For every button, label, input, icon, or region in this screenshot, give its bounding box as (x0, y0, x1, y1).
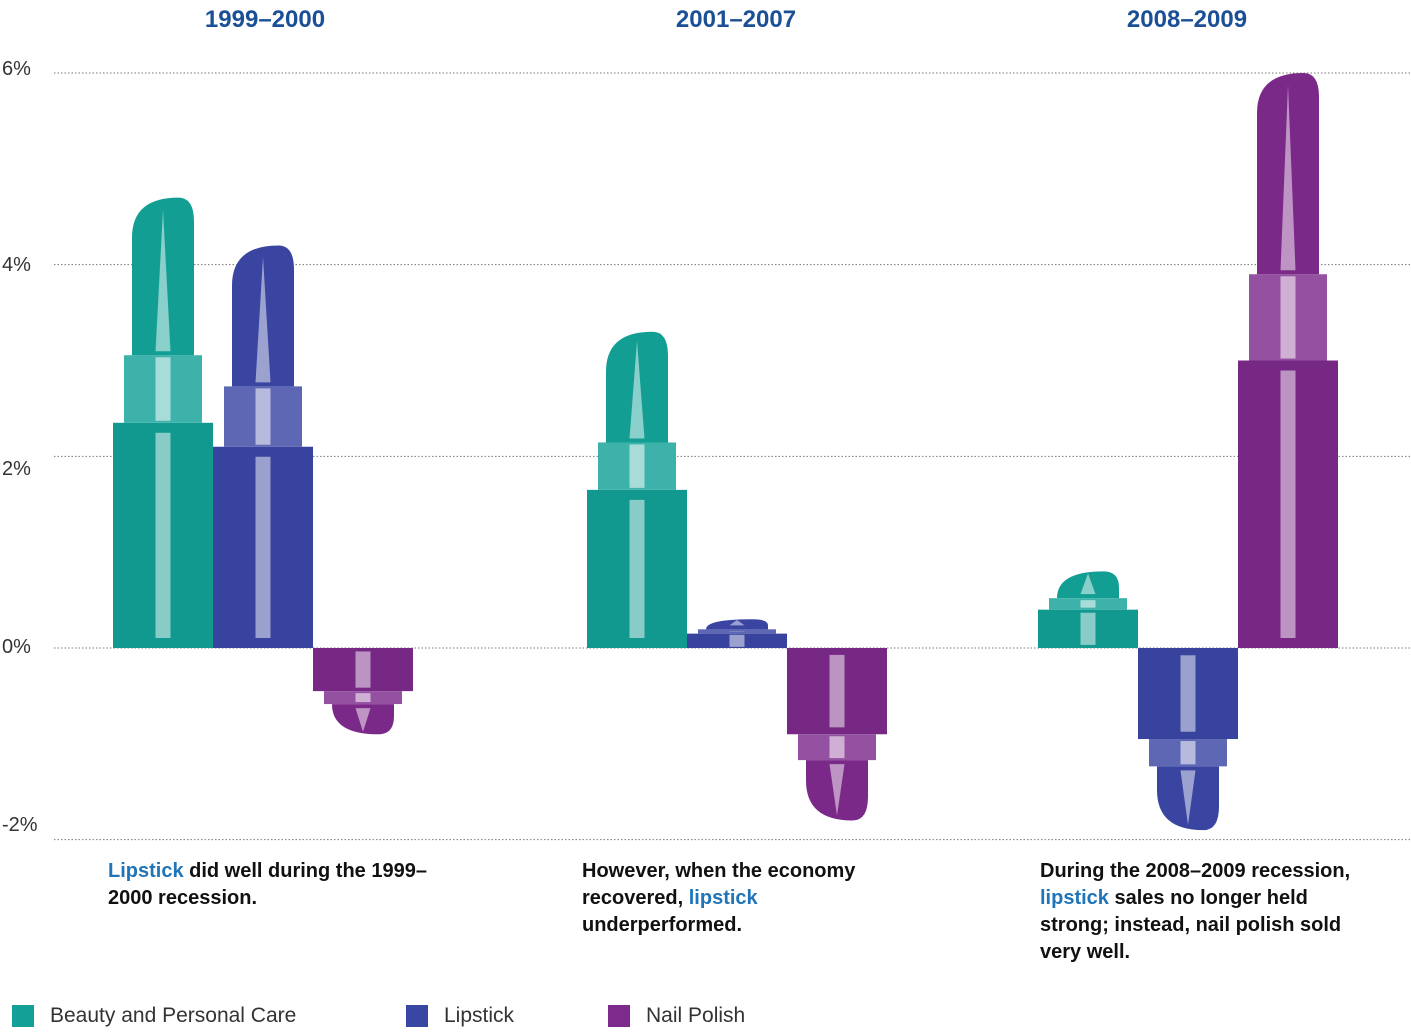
caption-2008-2009: During the 2008–2009 recession, lipstick… (1040, 858, 1370, 966)
legend-swatch (406, 1005, 428, 1027)
highlight-stripe (629, 444, 645, 488)
legend-item-lipstick: Lipstick (406, 1003, 514, 1029)
caption-highlight: lipstick (1040, 887, 1109, 909)
highlight-stripe (829, 764, 845, 816)
highlight-stripe (1180, 741, 1196, 765)
caption-text: sales no longer held strong; instead, na… (1040, 887, 1342, 963)
caption-text: underperformed. (582, 914, 743, 936)
highlight-stripe (1280, 276, 1296, 359)
highlight-stripe (829, 654, 845, 728)
lipstick-bar (687, 619, 787, 648)
highlight-stripe (629, 340, 645, 439)
legend-swatch (608, 1005, 630, 1027)
highlight-stripe (355, 708, 371, 732)
lipstick-bar (787, 648, 887, 821)
highlight-stripe (155, 432, 171, 638)
highlight-stripe (1280, 85, 1296, 271)
highlight-stripe (1280, 370, 1296, 638)
lipstick-bar (213, 245, 313, 648)
legend-label: Nail Polish (646, 1004, 746, 1027)
highlight-stripe (729, 634, 745, 647)
lipstick-bar (313, 648, 413, 735)
legend-item-nail-polish: Nail Polish (608, 1003, 745, 1029)
y-tick-4: 4% (2, 254, 31, 276)
lipstick-bar (1238, 73, 1338, 648)
highlight-stripe (1180, 655, 1196, 732)
highlight-stripe (1180, 770, 1196, 825)
lipstick-bar (1138, 648, 1238, 831)
lipstick-bar (1038, 571, 1138, 648)
lipstick-bar (587, 331, 687, 648)
legend-label: Lipstick (444, 1004, 515, 1027)
lipstick-chart (54, 72, 1411, 841)
highlight-stripe (729, 620, 745, 626)
caption-1999-2000: Lipstick did well during the 1999–2000 r… (108, 858, 438, 912)
legend-item-beauty: Beauty and Personal Care (12, 1003, 296, 1029)
highlight-stripe (1080, 600, 1096, 608)
highlight-stripe (155, 357, 171, 421)
y-tick-6: 6% (2, 58, 31, 80)
highlight-stripe (155, 209, 171, 352)
period-title-2001-2007: 2001–2007 (675, 6, 797, 33)
period-title-2008-2009: 2008–2009 (1126, 6, 1248, 33)
period-title-1999-2000: 1999–2000 (204, 6, 326, 33)
caption-text: However, when the economy recovered, (582, 860, 856, 909)
caption-2001-2007: However, when the economy recovered, lip… (582, 858, 922, 939)
highlight-stripe (255, 456, 271, 638)
caption-text: did well during the 1999–2000 recession. (108, 860, 427, 909)
legend-label: Beauty and Personal Care (50, 1004, 297, 1027)
y-tick-0: 0% (2, 636, 31, 658)
highlight-stripe (255, 388, 271, 445)
highlight-stripe (1080, 612, 1096, 645)
y-tick-neg2: -2% (2, 814, 38, 836)
caption-highlight: lipstick (688, 887, 758, 909)
legend: Beauty and Personal Care Lipstick Nail P… (0, 1003, 1411, 1033)
y-tick-2: 2% (2, 458, 31, 480)
caption-highlight: Lipstick (108, 860, 184, 882)
legend-swatch (12, 1005, 34, 1027)
caption-text: During the 2008–2009 recession, (1040, 860, 1351, 882)
lipstick-bar (113, 197, 213, 648)
highlight-stripe (829, 736, 845, 759)
highlight-stripe (1080, 573, 1096, 595)
highlight-stripe (629, 499, 645, 638)
highlight-stripe (355, 693, 371, 703)
highlight-stripe (255, 256, 271, 383)
highlight-stripe (355, 651, 371, 688)
